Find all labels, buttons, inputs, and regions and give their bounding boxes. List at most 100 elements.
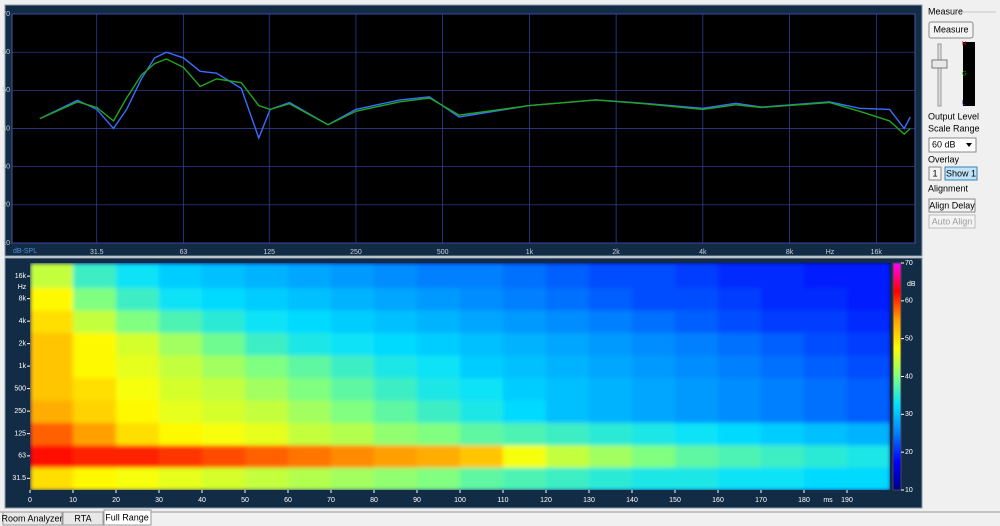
heat-cell (417, 332, 461, 356)
heat-cell (546, 467, 590, 490)
colorbar-tick-label: 40 (905, 373, 913, 380)
heat-cell (804, 263, 848, 289)
label: Scale Range (928, 123, 980, 133)
heat-cell (288, 309, 332, 333)
tab-selected[interactable] (103, 509, 152, 526)
heat-cell (460, 422, 504, 446)
x-tick-label: 190 (841, 497, 853, 504)
heat-cell (847, 399, 890, 423)
x-unit: Hz (826, 249, 835, 256)
heat-cell (761, 422, 805, 446)
colorbar-tick-label: 60 (905, 298, 913, 305)
x-tick-label: 16k (871, 249, 883, 256)
y-tick-label: 31.5 (12, 475, 26, 482)
heat-cell (30, 377, 74, 401)
y-tick-label: 8k (19, 295, 27, 302)
heat-cell (632, 444, 676, 468)
y-tick-label: 250 (14, 408, 26, 415)
heat-cell (761, 309, 805, 333)
heat-cell (503, 287, 547, 311)
heat-cell (503, 467, 547, 490)
heat-cell (374, 422, 418, 446)
heat-cell (632, 332, 676, 356)
heat-cell (331, 444, 375, 468)
heat-cell (245, 399, 289, 423)
heat-cell (202, 444, 246, 468)
colorbar-tick-label: 70 (905, 260, 913, 267)
heat-cell (460, 444, 504, 468)
align-delay-button[interactable] (928, 198, 976, 213)
x-tick-label: 90 (413, 497, 421, 504)
colorbar-tick-label: 10 (905, 487, 913, 494)
overlay-button[interactable] (944, 166, 978, 181)
heat-cell (116, 422, 160, 446)
heat-cell (116, 354, 160, 378)
heat-cell (417, 377, 461, 401)
heat-cell (546, 377, 590, 401)
button-label: Show 1 (946, 168, 976, 178)
heat-cell (804, 444, 848, 468)
heat-cell (847, 354, 890, 378)
heat-cell (159, 332, 203, 356)
heat-cell (589, 287, 633, 311)
heat-cell (761, 377, 805, 401)
overlay-button[interactable] (928, 166, 942, 181)
heat-cell (288, 354, 332, 378)
meter-label: L (962, 101, 966, 107)
heat-cell (546, 444, 590, 468)
heat-cell (288, 287, 332, 311)
x-tick-label: 4k (699, 249, 707, 256)
auto-align-button[interactable] (928, 214, 976, 229)
tab[interactable] (62, 511, 104, 526)
heat-cell (632, 354, 676, 378)
tab[interactable] (2, 511, 63, 526)
heat-cell (632, 263, 676, 289)
heat-cell (30, 263, 74, 289)
heat-cell (30, 332, 74, 356)
heat-cell (761, 444, 805, 468)
x-unit: ms (823, 497, 833, 504)
heat-cell (718, 377, 762, 401)
heat-cell (30, 422, 74, 446)
heat-cell (503, 354, 547, 378)
heat-cell (460, 287, 504, 311)
heat-cell (589, 354, 633, 378)
heat-cell (460, 399, 504, 423)
x-tick-label: 250 (350, 249, 362, 256)
x-tick-label: 170 (755, 497, 767, 504)
scale-select[interactable] (928, 137, 977, 153)
heat-cell (288, 444, 332, 468)
heat-cell (73, 467, 117, 490)
y-tick-label: 1k (19, 363, 27, 370)
heat-cell (159, 444, 203, 468)
heat-cell (202, 422, 246, 446)
heat-cell (73, 354, 117, 378)
heat-cell (73, 263, 117, 289)
heat-cell (546, 263, 590, 289)
heat-cell (847, 444, 890, 468)
heat-cell (331, 263, 375, 289)
heat-cell (288, 377, 332, 401)
y-tick-label: 50 (2, 87, 10, 94)
x-tick-label: 31.5 (90, 249, 104, 256)
heat-cell (116, 467, 160, 490)
heat-cell (675, 399, 719, 423)
heat-cell (116, 444, 160, 468)
tab-label: RTA (74, 513, 91, 523)
heat-cell (589, 332, 633, 356)
x-tick-label: 30 (155, 497, 163, 504)
heat-cell (804, 332, 848, 356)
heat-cell (761, 332, 805, 356)
heat-cell (202, 377, 246, 401)
heat-cell (546, 422, 590, 446)
heat-cell (718, 332, 762, 356)
measure-button[interactable] (928, 21, 974, 39)
label: Alignment (928, 183, 969, 193)
level-slider[interactable] (931, 59, 948, 69)
x-tick-label: 125 (263, 249, 275, 256)
heat-cell (675, 287, 719, 311)
heat-cell (331, 332, 375, 356)
heat-cell (546, 354, 590, 378)
meter-label: G (962, 72, 967, 78)
